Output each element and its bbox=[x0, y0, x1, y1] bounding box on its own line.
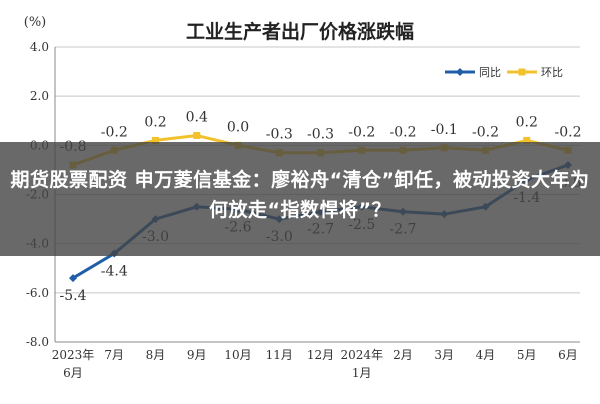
x-tick-label: 7月 bbox=[104, 348, 124, 362]
x-tick-label: 2月 bbox=[393, 348, 413, 362]
data-point bbox=[69, 274, 77, 283]
legend-marker bbox=[518, 68, 526, 76]
x-tick-label-line2: 1月 bbox=[352, 366, 372, 380]
legend-label: 环比 bbox=[541, 66, 563, 79]
x-tick-label: 10月 bbox=[224, 348, 251, 362]
data-label: -0.2 bbox=[348, 124, 375, 140]
data-label: -4.4 bbox=[101, 264, 128, 280]
x-tick-label: 4月 bbox=[476, 348, 496, 362]
data-label: -0.2 bbox=[101, 124, 128, 140]
data-label: -0.3 bbox=[266, 127, 293, 143]
data-label: 0.4 bbox=[186, 110, 208, 126]
x-tick-label-line2: 6月 bbox=[63, 366, 83, 380]
data-label: -0.1 bbox=[431, 122, 458, 138]
data-point bbox=[523, 136, 531, 144]
chart-title: 工业生产者出厂价格涨跌幅 bbox=[186, 20, 414, 43]
x-tick-label: 9月 bbox=[187, 348, 207, 362]
data-label: -5.4 bbox=[60, 288, 87, 304]
x-tick-label: 12月 bbox=[307, 348, 334, 362]
x-tick-label: 2023年 bbox=[52, 348, 95, 362]
x-tick-label: 8月 bbox=[146, 348, 166, 362]
data-label: 0.2 bbox=[144, 114, 166, 130]
data-point bbox=[152, 136, 159, 144]
data-label: -0.2 bbox=[472, 124, 499, 140]
y-tick-label: -8.0 bbox=[26, 335, 49, 349]
data-label: -0.2 bbox=[555, 124, 582, 140]
x-tick-label: 3月 bbox=[434, 348, 454, 362]
headline-text[interactable]: 期货股票配资 申万菱信基金：廖裕舟“清仓”卸任，被动投资大年为何放走“指数悍将”… bbox=[10, 169, 590, 221]
x-tick-label: 11月 bbox=[266, 348, 293, 362]
x-tick-label: 5月 bbox=[517, 348, 537, 362]
data-label: -0.3 bbox=[307, 127, 334, 143]
y-tick-label: 2.0 bbox=[30, 89, 49, 103]
x-tick-label: 6月 bbox=[558, 348, 578, 362]
y-unit-label: (%) bbox=[24, 15, 47, 30]
data-label: 0.2 bbox=[516, 114, 538, 130]
x-tick-label: 2024年 bbox=[340, 348, 383, 362]
data-label: 0.0 bbox=[227, 119, 249, 135]
y-tick-label: -6.0 bbox=[26, 286, 49, 300]
legend-marker bbox=[456, 68, 464, 76]
headline-overlay bbox=[0, 142, 600, 256]
legend-label: 同比 bbox=[479, 66, 501, 79]
data-label: -0.2 bbox=[390, 124, 417, 140]
y-tick-label: 4.0 bbox=[30, 40, 49, 54]
legend: 同比 环比 bbox=[445, 66, 563, 79]
data-point bbox=[193, 132, 201, 139]
